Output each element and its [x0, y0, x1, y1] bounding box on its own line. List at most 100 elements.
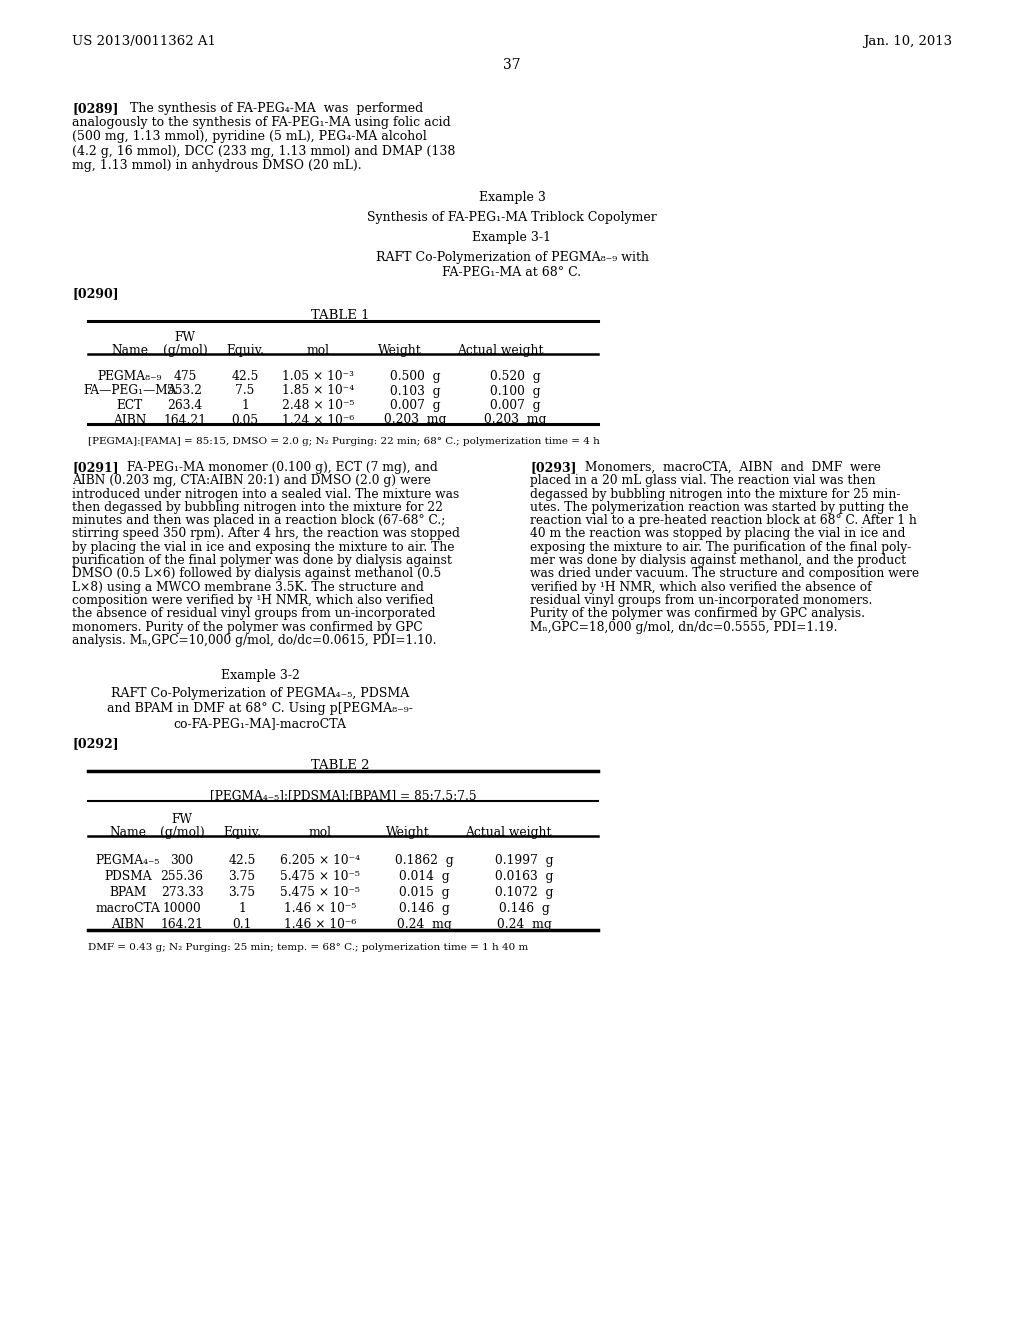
Text: degassed by bubbling nitrogen into the mixture for 25 min-: degassed by bubbling nitrogen into the m…: [530, 487, 900, 500]
Text: 5.475 × 10⁻⁵: 5.475 × 10⁻⁵: [280, 870, 360, 883]
Text: 0.1862  g: 0.1862 g: [394, 854, 454, 867]
Text: Example 3: Example 3: [478, 191, 546, 205]
Text: 1.05 × 10⁻³: 1.05 × 10⁻³: [282, 370, 354, 383]
Text: 7.5: 7.5: [236, 384, 255, 397]
Text: 0.146  g: 0.146 g: [398, 902, 450, 915]
Text: 1.85 × 10⁻⁴: 1.85 × 10⁻⁴: [282, 384, 354, 397]
Text: 6.205 × 10⁻⁴: 6.205 × 10⁻⁴: [280, 854, 360, 867]
Text: 1: 1: [239, 902, 246, 915]
Text: AIBN: AIBN: [114, 413, 146, 426]
Text: analysis. Mₙ,GPC=10,000 g/mol, do/dc=0.0615, PDI=1.10.: analysis. Mₙ,GPC=10,000 g/mol, do/dc=0.0…: [72, 634, 436, 647]
Text: Actual weight: Actual weight: [465, 826, 551, 840]
Text: L×8) using a MWCO membrane 3.5K. The structure and: L×8) using a MWCO membrane 3.5K. The str…: [72, 581, 424, 594]
Text: 0.24  mg: 0.24 mg: [497, 919, 551, 931]
Text: 0.014  g: 0.014 g: [398, 870, 450, 883]
Text: residual vinyl groups from un-incorporated monomers.: residual vinyl groups from un-incorporat…: [530, 594, 872, 607]
Text: 263.4: 263.4: [167, 399, 203, 412]
Text: (g/mol): (g/mol): [160, 826, 205, 840]
Text: Example 3-2: Example 3-2: [220, 669, 299, 682]
Text: 0.1: 0.1: [232, 919, 252, 931]
Text: 553.2: 553.2: [168, 384, 203, 397]
Text: 273.33: 273.33: [161, 886, 204, 899]
Text: monomers. Purity of the polymer was confirmed by GPC: monomers. Purity of the polymer was conf…: [72, 620, 423, 634]
Text: Actual weight: Actual weight: [457, 345, 544, 356]
Text: Weight: Weight: [386, 826, 430, 840]
Text: [0290]: [0290]: [72, 286, 119, 300]
Text: Example 3-1: Example 3-1: [472, 231, 552, 244]
Text: 1.46 × 10⁻⁶: 1.46 × 10⁻⁶: [284, 919, 356, 931]
Text: 255.36: 255.36: [161, 870, 204, 883]
Text: FW: FW: [171, 813, 193, 826]
Text: 164.21: 164.21: [161, 919, 204, 931]
Text: PEGMA₄₋₅: PEGMA₄₋₅: [96, 854, 160, 867]
Text: exposing the mixture to air. The purification of the final poly-: exposing the mixture to air. The purific…: [530, 541, 911, 554]
Text: 0.05: 0.05: [231, 413, 259, 426]
Text: 475: 475: [173, 370, 197, 383]
Text: RAFT Co-Polymerization of PEGMA₄₋₅, PDSMA: RAFT Co-Polymerization of PEGMA₄₋₅, PDSM…: [111, 688, 410, 700]
Text: US 2013/0011362 A1: US 2013/0011362 A1: [72, 36, 216, 48]
Text: Jan. 10, 2013: Jan. 10, 2013: [863, 36, 952, 48]
Text: 0.103  g: 0.103 g: [390, 384, 440, 397]
Text: DMSO (0.5 L×6) followed by dialysis against methanol (0.5: DMSO (0.5 L×6) followed by dialysis agai…: [72, 568, 441, 581]
Text: Synthesis of FA-PEG₁-MA Triblock Copolymer: Synthesis of FA-PEG₁-MA Triblock Copolym…: [368, 211, 656, 224]
Text: The synthesis of FA-PEG₄-MA  was  performed: The synthesis of FA-PEG₄-MA was performe…: [130, 102, 423, 115]
Text: 42.5: 42.5: [228, 854, 256, 867]
Text: 0.203  mg: 0.203 mg: [483, 413, 546, 426]
Text: 1.24 × 10⁻⁶: 1.24 × 10⁻⁶: [282, 413, 354, 426]
Text: 300: 300: [170, 854, 194, 867]
Text: 5.475 × 10⁻⁵: 5.475 × 10⁻⁵: [280, 886, 360, 899]
Text: utes. The polymerization reaction was started by putting the: utes. The polymerization reaction was st…: [530, 500, 908, 513]
Text: FA—PEG₁—MA: FA—PEG₁—MA: [83, 384, 177, 397]
Text: (g/mol): (g/mol): [163, 345, 208, 356]
Text: minutes and then was placed in a reaction block (67-68° C.;: minutes and then was placed in a reactio…: [72, 515, 445, 527]
Text: BPAM: BPAM: [110, 886, 146, 899]
Text: 0.007  g: 0.007 g: [390, 399, 440, 412]
Text: TABLE 2: TABLE 2: [310, 759, 370, 772]
Text: Weight: Weight: [378, 345, 422, 356]
Text: mg, 1.13 mmol) in anhydrous DMSO (20 mL).: mg, 1.13 mmol) in anhydrous DMSO (20 mL)…: [72, 158, 361, 172]
Text: 164.21: 164.21: [164, 413, 207, 426]
Text: [0291]: [0291]: [72, 461, 119, 474]
Text: 2.48 × 10⁻⁵: 2.48 × 10⁻⁵: [282, 399, 354, 412]
Text: 10000: 10000: [163, 902, 202, 915]
Text: 0.007  g: 0.007 g: [489, 399, 541, 412]
Text: was dried under vacuum. The structure and composition were: was dried under vacuum. The structure an…: [530, 568, 920, 581]
Text: ECT: ECT: [117, 399, 143, 412]
Text: Equiv.: Equiv.: [226, 345, 264, 356]
Text: stirring speed 350 rpm). After 4 hrs, the reaction was stopped: stirring speed 350 rpm). After 4 hrs, th…: [72, 528, 460, 540]
Text: reaction vial to a pre-heated reaction block at 68° C. After 1 h: reaction vial to a pre-heated reaction b…: [530, 515, 916, 527]
Text: co-FA-PEG₁-MA]-macroCTA: co-FA-PEG₁-MA]-macroCTA: [173, 717, 346, 730]
Text: 0.0163  g: 0.0163 g: [495, 870, 553, 883]
Text: 0.1997  g: 0.1997 g: [495, 854, 553, 867]
Text: 37: 37: [503, 58, 521, 73]
Text: introduced under nitrogen into a sealed vial. The mixture was: introduced under nitrogen into a sealed …: [72, 487, 459, 500]
Text: [0293]: [0293]: [530, 461, 577, 474]
Text: 0.203  mg: 0.203 mg: [384, 413, 446, 426]
Text: (500 mg, 1.13 mmol), pyridine (5 mL), PEG₄-MA alcohol: (500 mg, 1.13 mmol), pyridine (5 mL), PE…: [72, 131, 427, 144]
Text: purification of the final polymer was done by dialysis against: purification of the final polymer was do…: [72, 554, 452, 568]
Text: [0292]: [0292]: [72, 737, 119, 750]
Text: PEGMA₈₋₉: PEGMA₈₋₉: [98, 370, 162, 383]
Text: DMF = 0.43 g; N₂ Purging: 25 min; temp. = 68° C.; polymerization time = 1 h 40 m: DMF = 0.43 g; N₂ Purging: 25 min; temp. …: [88, 944, 528, 952]
Text: RAFT Co-Polymerization of PEGMA₈₋₉ with: RAFT Co-Polymerization of PEGMA₈₋₉ with: [376, 251, 648, 264]
Text: analogously to the synthesis of FA-PEG₁-MA using folic acid: analogously to the synthesis of FA-PEG₁-…: [72, 116, 451, 129]
Text: FW: FW: [174, 331, 196, 345]
Text: 0.146  g: 0.146 g: [499, 902, 549, 915]
Text: mol: mol: [308, 826, 332, 840]
Text: Equiv.: Equiv.: [223, 826, 261, 840]
Text: and BPAM in DMF at 68° C. Using p[PEGMA₈₋₉-: and BPAM in DMF at 68° C. Using p[PEGMA₈…: [108, 702, 413, 715]
Text: composition were verified by ¹H NMR, which also verified: composition were verified by ¹H NMR, whi…: [72, 594, 433, 607]
Text: 40 m the reaction was stopped by placing the vial in ice and: 40 m the reaction was stopped by placing…: [530, 528, 905, 540]
Text: AIBN (0.203 mg, CTA:AIBN 20:1) and DMSO (2.0 g) were: AIBN (0.203 mg, CTA:AIBN 20:1) and DMSO …: [72, 474, 431, 487]
Text: Monomers,  macroCTA,  AIBN  and  DMF  were: Monomers, macroCTA, AIBN and DMF were: [585, 461, 881, 474]
Text: Purity of the polymer was confirmed by GPC analysis.: Purity of the polymer was confirmed by G…: [530, 607, 865, 620]
Text: 42.5: 42.5: [231, 370, 259, 383]
Text: TABLE 1: TABLE 1: [310, 309, 370, 322]
Text: (4.2 g, 16 mmol), DCC (233 mg, 1.13 mmol) and DMAP (138: (4.2 g, 16 mmol), DCC (233 mg, 1.13 mmol…: [72, 145, 456, 157]
Text: Name: Name: [110, 826, 146, 840]
Text: Name: Name: [112, 345, 148, 356]
Text: [PEGMA]:[FAMA] = 85:15, DMSO = 2.0 g; N₂ Purging: 22 min; 68° C.; polymerization: [PEGMA]:[FAMA] = 85:15, DMSO = 2.0 g; N₂…: [88, 437, 600, 446]
Text: 0.520  g: 0.520 g: [489, 370, 541, 383]
Text: mol: mol: [306, 345, 330, 356]
Text: 0.1072  g: 0.1072 g: [495, 886, 553, 899]
